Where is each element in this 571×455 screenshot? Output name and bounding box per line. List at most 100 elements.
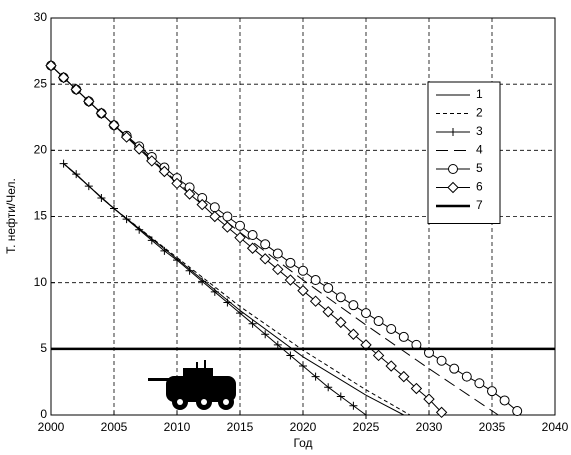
marker (222, 211, 233, 222)
marker (173, 256, 181, 265)
legend-box (427, 81, 501, 224)
marker (272, 263, 284, 276)
marker (146, 155, 158, 167)
marker (259, 253, 271, 265)
x-tick-label: 2040 (542, 420, 569, 434)
marker (335, 316, 347, 329)
marker (347, 328, 360, 340)
legend: 1 2 3 4 5 6 7 (427, 81, 501, 224)
y-tick-label: 0 (40, 407, 47, 421)
marker (248, 319, 257, 328)
marker (110, 204, 118, 213)
marker (373, 316, 384, 327)
marker (183, 188, 196, 200)
x-tick-label: 2015 (227, 420, 254, 434)
marker (272, 248, 283, 259)
marker (235, 220, 245, 231)
marker (297, 284, 309, 297)
marker (284, 274, 297, 286)
marker (198, 277, 207, 286)
marker (84, 182, 93, 191)
marker (209, 202, 220, 213)
y-tick-label: 30 (34, 10, 48, 24)
marker (435, 406, 448, 419)
marker (474, 378, 485, 389)
marker (372, 349, 385, 362)
marker (361, 308, 371, 319)
x-tick-label: 2005 (101, 420, 128, 434)
marker (286, 351, 295, 360)
legend-marker (447, 181, 459, 194)
marker (461, 371, 472, 382)
marker (209, 210, 221, 223)
plot-frame (50, 17, 556, 416)
x-tick-label: 2035 (479, 420, 506, 434)
x-tick-label: 2000 (38, 420, 65, 434)
line (63, 163, 411, 416)
marker (247, 230, 258, 241)
marker (310, 275, 321, 286)
marker (299, 362, 307, 371)
marker (512, 406, 523, 417)
marker (160, 246, 169, 255)
marker (449, 363, 460, 374)
marker (487, 386, 497, 397)
marker (133, 143, 145, 155)
x-tick-label: 2030 (416, 420, 443, 434)
marker (285, 257, 296, 268)
marker (323, 282, 334, 293)
marker (122, 215, 131, 224)
marker (120, 131, 133, 143)
marker (223, 298, 232, 307)
y-tick-label: 15 (34, 209, 48, 223)
marker (135, 225, 144, 234)
marker (335, 292, 346, 303)
y-tick-label: 10 (34, 275, 48, 289)
marker (386, 323, 397, 334)
x-axis-label: Год (293, 436, 312, 450)
marker (398, 331, 409, 342)
marker (311, 372, 320, 381)
marker (171, 177, 183, 190)
legend-label: 4 (476, 143, 483, 157)
legend-label: 7 (476, 198, 483, 212)
y-tick-label: 5 (40, 341, 47, 355)
marker (298, 265, 308, 276)
marker (97, 193, 106, 202)
marker (158, 165, 171, 178)
y-axis-label: Т. нефти/Чел. (4, 178, 18, 254)
marker (362, 411, 370, 419)
legend-marker (449, 128, 457, 136)
marker (385, 360, 397, 372)
marker (196, 198, 208, 211)
marker (95, 107, 108, 119)
marker (234, 231, 246, 244)
legend-label: 3 (476, 124, 483, 138)
marker (221, 221, 234, 233)
marker (260, 239, 271, 250)
marker (324, 383, 333, 392)
marker (423, 393, 435, 405)
legend-marker (448, 164, 458, 174)
marker (261, 330, 270, 339)
legend-label: 2 (476, 106, 483, 120)
marker (336, 392, 345, 401)
y-tick-label: 25 (34, 76, 48, 90)
marker (147, 236, 156, 245)
marker (185, 266, 194, 275)
marker (59, 159, 68, 168)
marker (499, 395, 510, 406)
legend-label: 5 (476, 161, 483, 175)
marker (410, 382, 423, 395)
legend-label: 1 (476, 87, 483, 101)
marker (322, 306, 334, 318)
marker (210, 287, 219, 296)
vehicle-icon (148, 360, 236, 410)
legend-label: 6 (476, 180, 483, 194)
marker (349, 401, 358, 410)
marker (45, 59, 57, 72)
marker (72, 170, 81, 179)
marker (236, 309, 244, 318)
